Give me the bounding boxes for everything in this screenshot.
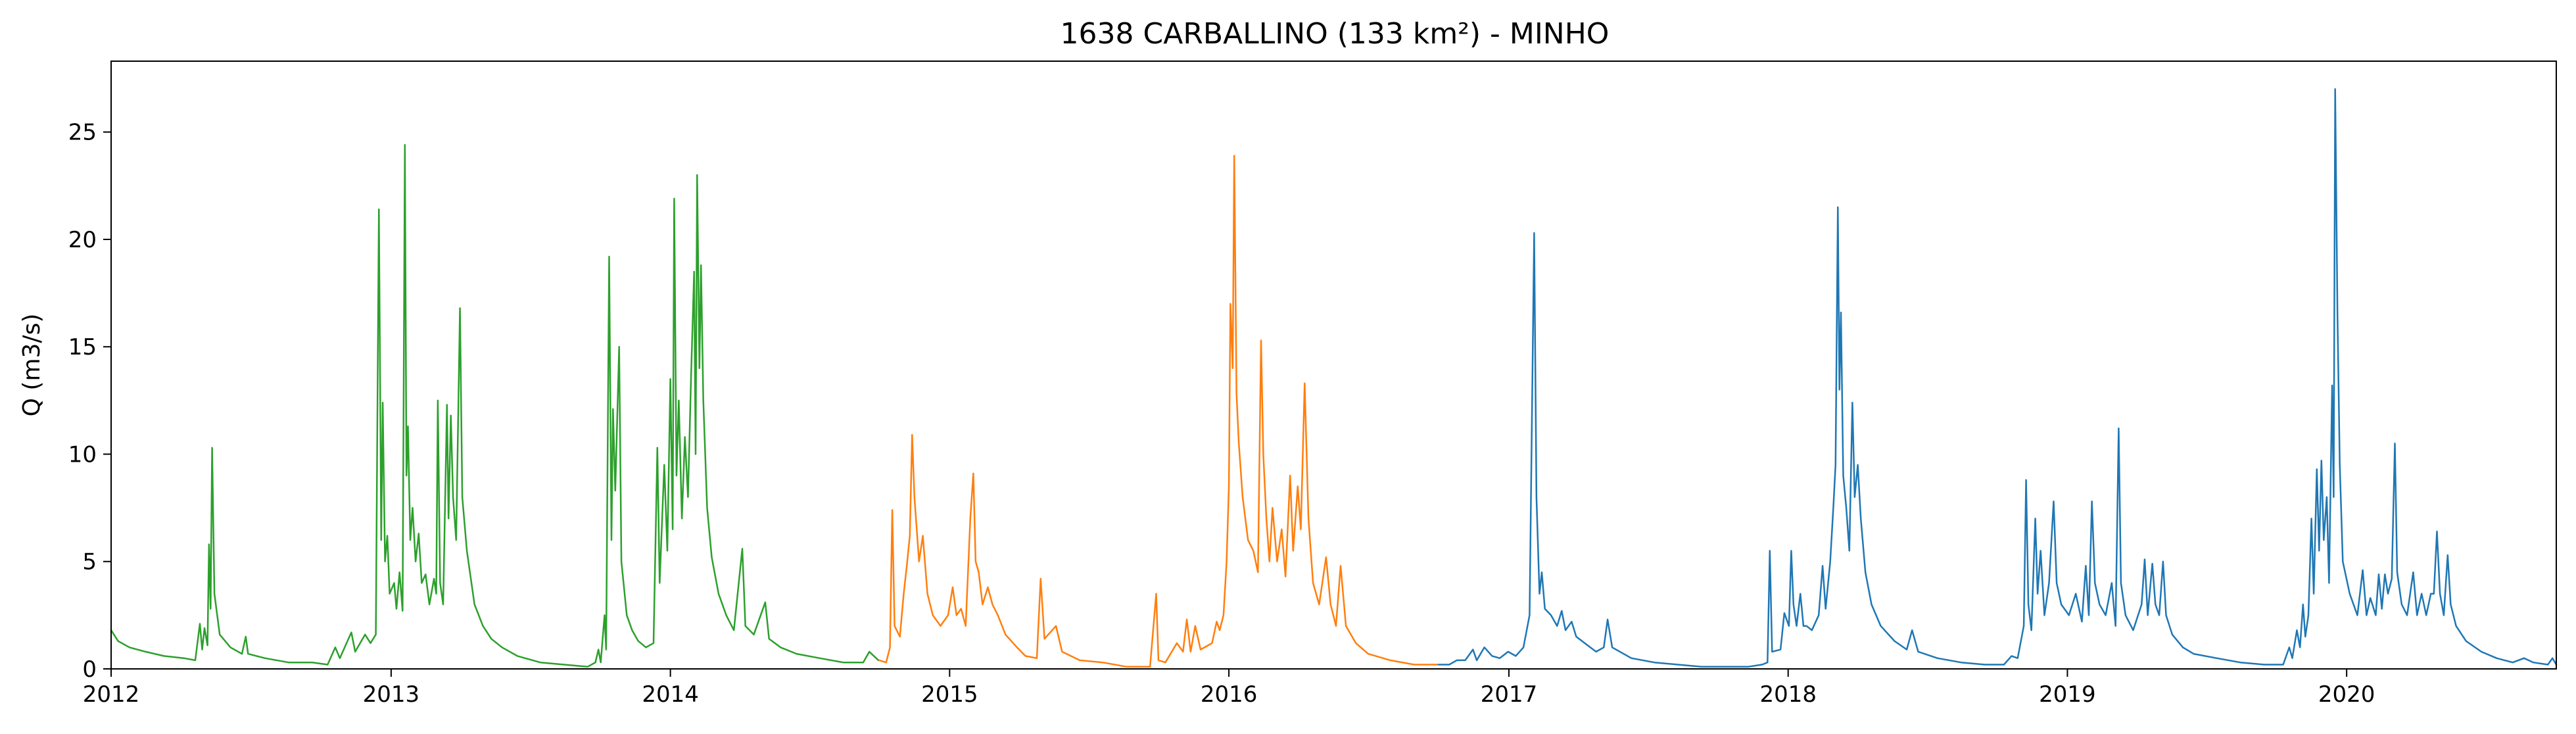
x-tick-label: 2015	[921, 681, 978, 708]
y-tick-label: 5	[82, 549, 97, 575]
y-tick-label: 20	[68, 227, 97, 253]
series-layer	[110, 88, 2558, 668]
x-tick-label: 2013	[363, 681, 420, 708]
y-tick-label: 25	[68, 120, 97, 146]
x-tick-label: 2016	[1201, 681, 1258, 708]
x-tick-label: 2019	[2039, 681, 2096, 708]
x-tick-label: 2014	[642, 681, 699, 708]
axes-layer: 2012 2013 2014 2015 2016 2017 2018 2019 20200510…	[68, 61, 2557, 708]
plot-frame	[110, 61, 2557, 670]
x-tick-label: 2018	[1759, 681, 1817, 708]
series-line-3	[1437, 88, 2558, 668]
x-tick-label: 2012	[83, 681, 140, 708]
y-tick-label: 0	[82, 656, 97, 683]
x-tick-label: 2020	[2318, 681, 2375, 708]
x-tick-label: 2017	[1481, 681, 1538, 708]
chart-title: 1638 CARBALLINO (133 km²) - MINHO	[1061, 17, 1610, 51]
series-line-1	[110, 144, 880, 668]
y-axis-title: Q (m3/s)	[18, 314, 45, 417]
y-tick-label: 15	[68, 334, 97, 360]
series-line-2	[878, 155, 1439, 668]
y-tick-label: 10	[68, 441, 97, 468]
